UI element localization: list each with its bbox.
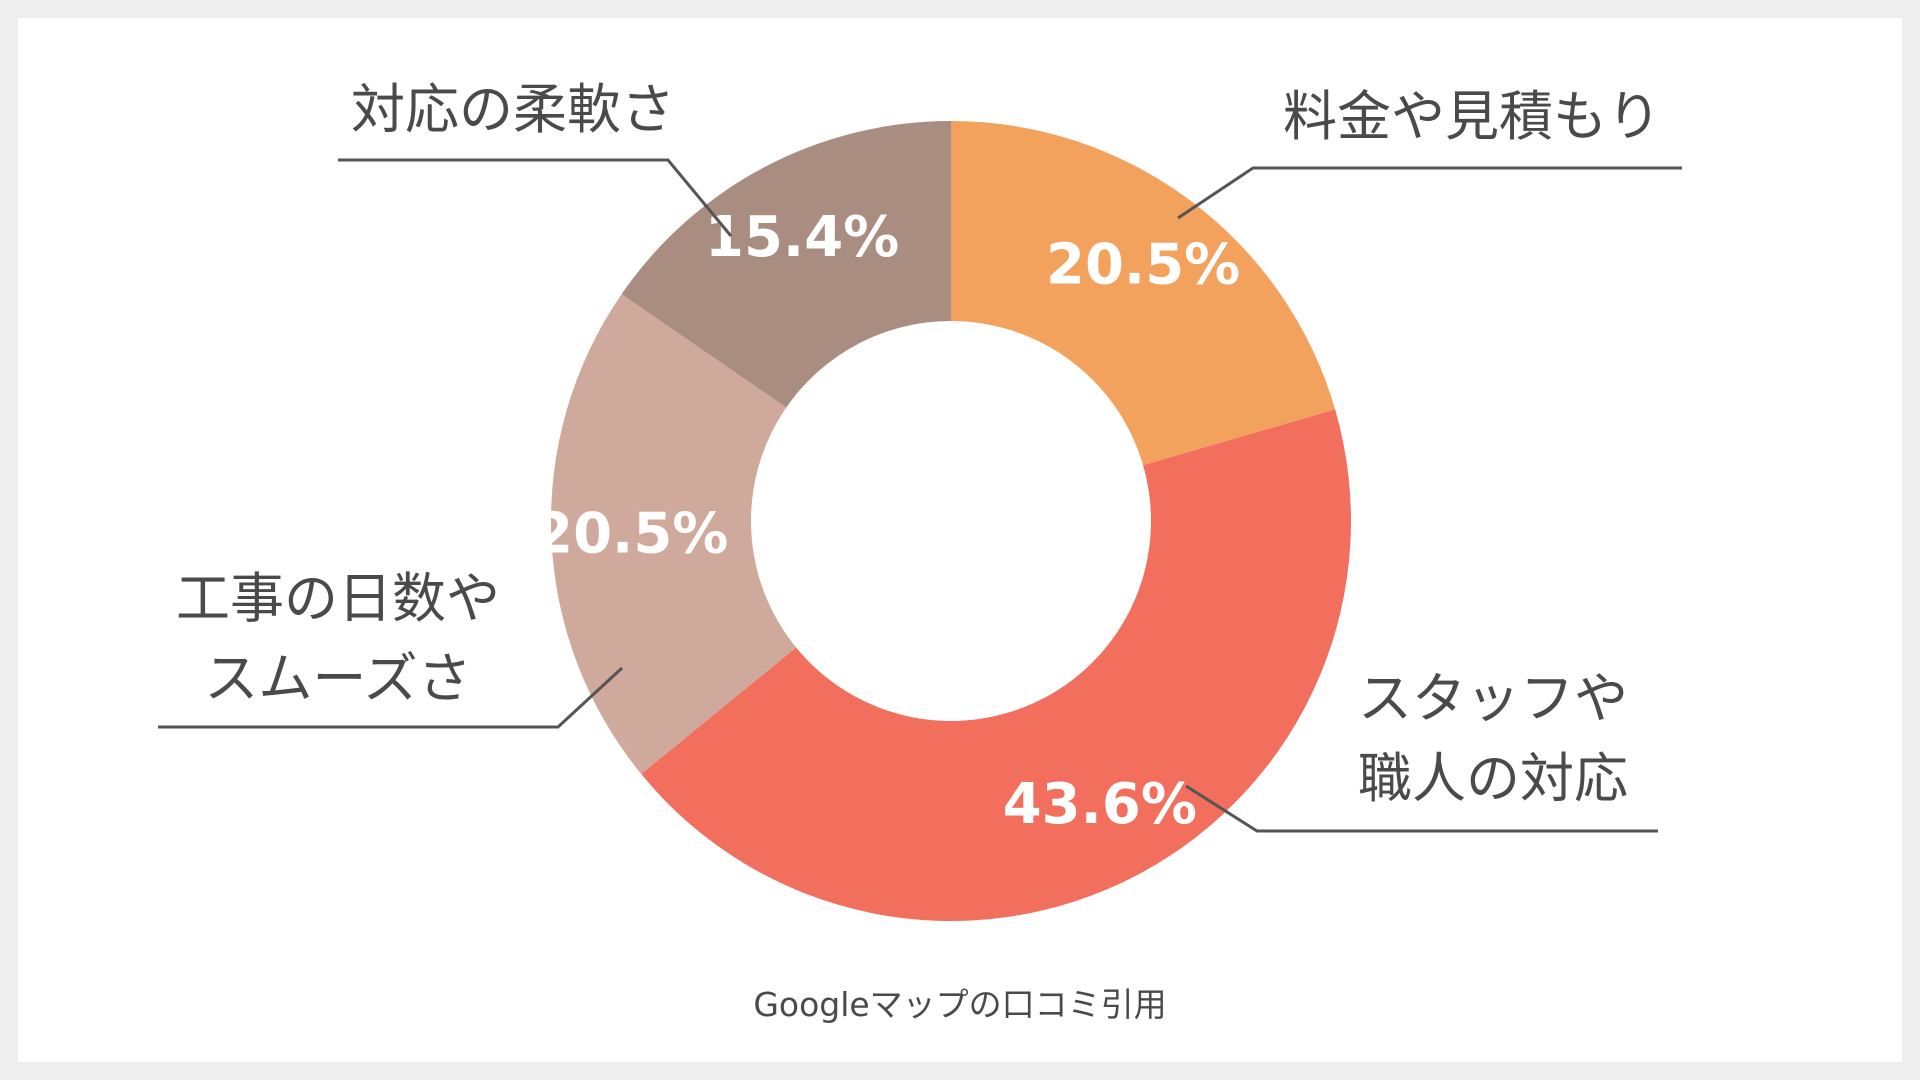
category-label-line: 工事の日数や <box>176 567 500 630</box>
leader-line-construction-days <box>158 666 624 729</box>
slices-group <box>551 121 1351 921</box>
leader-lines-group <box>158 158 1682 833</box>
value-label-construction-days: 20.5% <box>534 502 728 567</box>
value-labels-group: 20.5% 43.6% 20.5% 15.4% <box>534 205 1240 837</box>
category-label-line: スムーズさ <box>204 647 471 710</box>
donut-slice-staff-response <box>641 409 1351 921</box>
leader-line-flexibility <box>338 158 733 237</box>
category-label-line: 料金や見積もり <box>1283 85 1661 148</box>
value-label-flexibility: 15.4% <box>705 205 899 270</box>
source-caption: Googleマップの口コミ引用 <box>753 985 1167 1024</box>
donut-slice-flexibility <box>621 121 951 408</box>
category-label-flexibility: 対応の柔軟さ <box>351 78 675 141</box>
category-label-line: スタッフや <box>1358 667 1628 730</box>
leader-line-staff-response <box>1185 784 1658 833</box>
category-label-line: 職人の対応 <box>1358 747 1628 810</box>
value-label-staff-response: 43.6% <box>1003 772 1197 837</box>
value-label-price-estimate: 20.5% <box>1046 233 1240 298</box>
category-label-construction-days: 工事の日数やスムーズさ <box>176 567 500 710</box>
leader-line-price-estimate <box>1177 166 1682 220</box>
category-label-price-estimate: 料金や見積もり <box>1283 85 1661 148</box>
category-label-line: 対応の柔軟さ <box>351 78 675 141</box>
donut-slice-construction-days <box>551 294 797 775</box>
donut-slice-price-estimate <box>951 121 1336 466</box>
category-label-staff-response: スタッフや職人の対応 <box>1358 667 1628 810</box>
